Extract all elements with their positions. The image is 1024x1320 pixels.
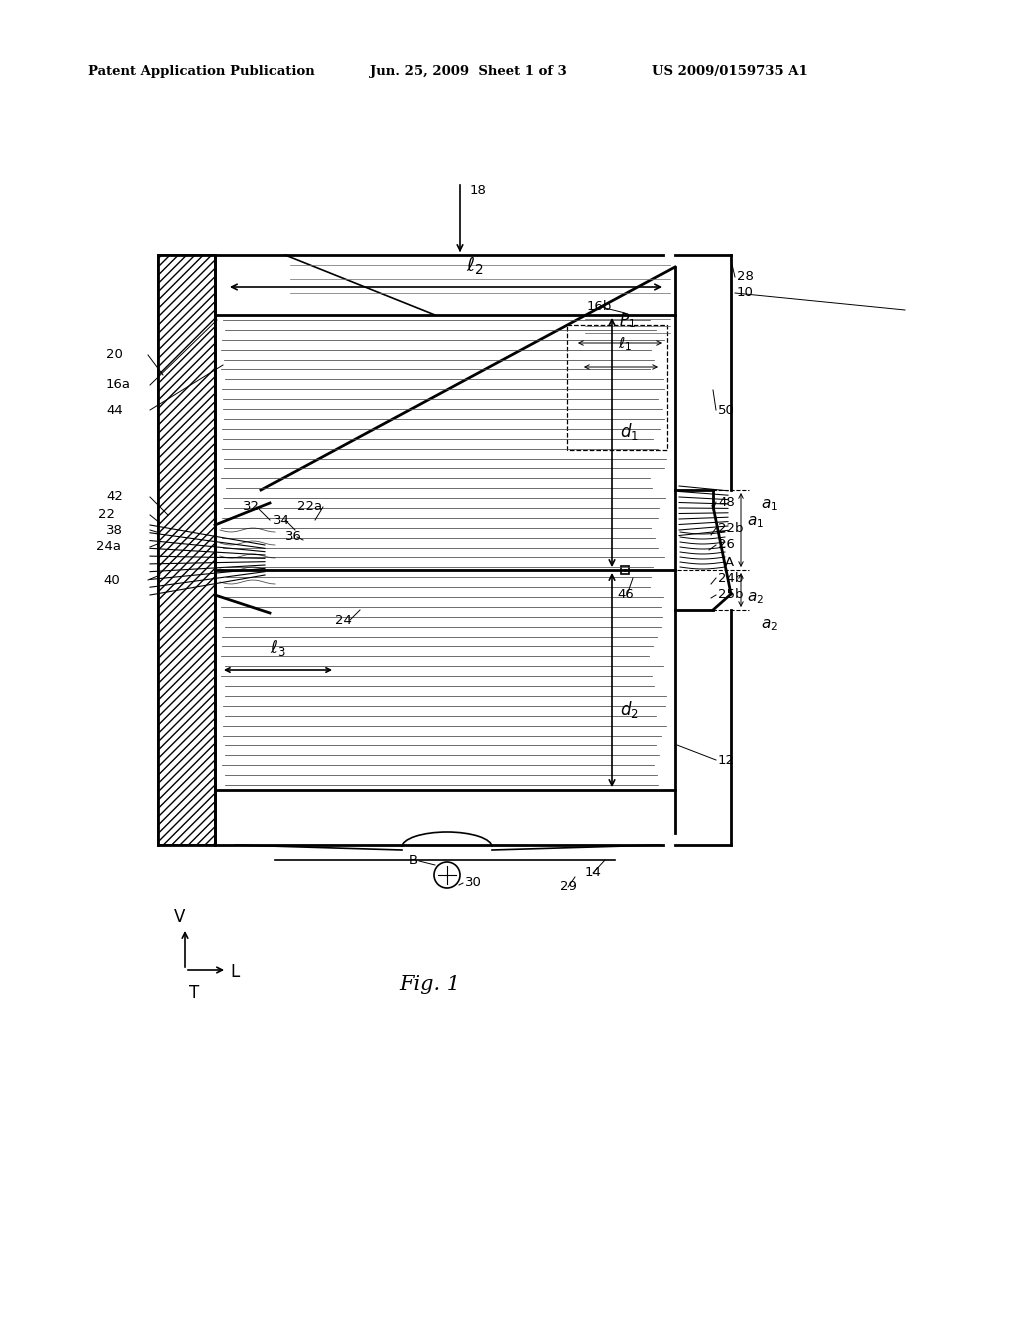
Bar	[158, 255, 215, 845]
Text: 40: 40	[103, 573, 120, 586]
Text: 14: 14	[585, 866, 602, 879]
Text: Jun. 25, 2009  Sheet 1 of 3: Jun. 25, 2009 Sheet 1 of 3	[370, 66, 566, 78]
Text: US 2009/0159735 A1: US 2009/0159735 A1	[652, 66, 808, 78]
Text: Patent Application Publication: Patent Application Publication	[88, 66, 314, 78]
Bar	[215, 789, 675, 845]
Bar	[215, 255, 675, 315]
Text: 16b: 16b	[587, 301, 612, 314]
Text: $a_1$: $a_1$	[746, 515, 764, 529]
Text: 34: 34	[273, 513, 290, 527]
Text: 44: 44	[106, 404, 123, 417]
Text: 26: 26	[718, 539, 735, 552]
Text: B: B	[409, 854, 418, 867]
Text: 30: 30	[465, 876, 482, 890]
Text: 29: 29	[560, 880, 577, 894]
Text: 12: 12	[718, 754, 735, 767]
Text: 48: 48	[718, 495, 735, 508]
Bar	[675, 610, 733, 845]
Text: 22a: 22a	[297, 500, 323, 513]
Text: 50: 50	[718, 404, 735, 417]
Text: V: V	[174, 908, 185, 927]
Text: 22b: 22b	[718, 521, 743, 535]
Text: 46: 46	[617, 589, 634, 602]
Text: $\ell_1$: $\ell_1$	[617, 335, 632, 352]
Text: $a_2$: $a_2$	[761, 618, 778, 632]
Text: $a_1$: $a_1$	[761, 498, 778, 513]
Text: 18: 18	[470, 183, 486, 197]
Text: 24a: 24a	[96, 540, 121, 553]
Text: 22: 22	[98, 508, 115, 521]
Text: T: T	[189, 983, 200, 1002]
Text: 38: 38	[106, 524, 123, 536]
Text: 25b: 25b	[718, 589, 743, 602]
Text: 24b: 24b	[718, 572, 743, 585]
Text: 20: 20	[106, 348, 123, 362]
Text: $\ell_3$: $\ell_3$	[270, 638, 286, 657]
Text: 32: 32	[243, 500, 260, 513]
Text: $P_1$: $P_1$	[618, 312, 636, 330]
Text: $a_2$: $a_2$	[746, 590, 764, 606]
Text: 24: 24	[335, 614, 352, 627]
Text: $\ell_2$: $\ell_2$	[466, 255, 483, 277]
Text: 28: 28	[737, 271, 754, 284]
Bar	[567, 325, 667, 450]
Bar	[675, 255, 733, 490]
Text: 42: 42	[106, 491, 123, 503]
Bar	[621, 566, 629, 574]
Text: Fig. 1: Fig. 1	[399, 975, 461, 994]
Text: $d_1$: $d_1$	[620, 421, 639, 442]
Text: L: L	[230, 964, 240, 981]
Text: 36: 36	[285, 531, 302, 544]
Text: 16a: 16a	[106, 379, 131, 392]
Text: 10: 10	[737, 286, 754, 300]
Text: $d_2$: $d_2$	[620, 700, 639, 721]
Text: A: A	[725, 556, 734, 569]
